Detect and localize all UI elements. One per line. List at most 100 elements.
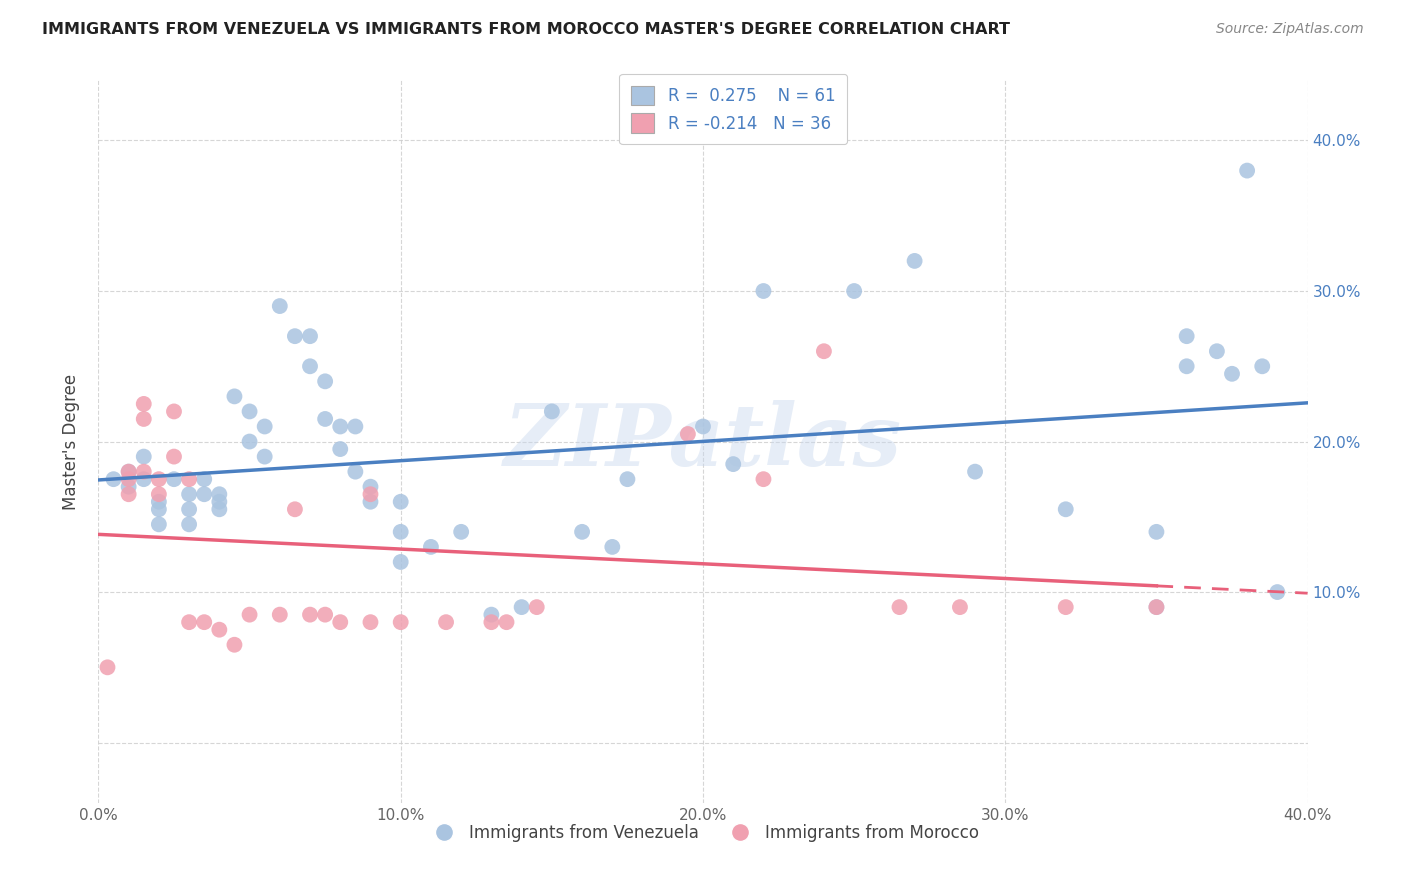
- Point: [224, 389, 246, 403]
- Point: [692, 419, 714, 434]
- Point: [1236, 163, 1258, 178]
- Point: [450, 524, 472, 539]
- Point: [163, 404, 186, 418]
- Point: [118, 487, 141, 501]
- Point: [132, 412, 155, 426]
- Point: [420, 540, 443, 554]
- Point: [1267, 585, 1289, 599]
- Point: [193, 615, 215, 630]
- Point: [495, 615, 517, 630]
- Point: [344, 465, 367, 479]
- Point: [1054, 502, 1077, 516]
- Text: IMMIGRANTS FROM VENEZUELA VS IMMIGRANTS FROM MOROCCO MASTER'S DEGREE CORRELATION: IMMIGRANTS FROM VENEZUELA VS IMMIGRANTS …: [42, 22, 1010, 37]
- Point: [132, 465, 155, 479]
- Point: [208, 494, 231, 508]
- Point: [752, 472, 775, 486]
- Point: [314, 374, 336, 388]
- Point: [844, 284, 866, 298]
- Point: [179, 487, 201, 501]
- Point: [163, 472, 186, 486]
- Point: [1175, 329, 1198, 343]
- Point: [148, 487, 170, 501]
- Point: [118, 480, 141, 494]
- Point: [616, 472, 638, 486]
- Point: [510, 600, 533, 615]
- Point: [239, 607, 262, 622]
- Point: [269, 299, 291, 313]
- Point: [540, 404, 562, 418]
- Text: ZIPatlas: ZIPatlas: [503, 400, 903, 483]
- Point: [1054, 600, 1077, 615]
- Point: [299, 607, 322, 622]
- Point: [965, 465, 987, 479]
- Point: [1144, 600, 1167, 615]
- Point: [676, 427, 699, 442]
- Point: [889, 600, 911, 615]
- Point: [193, 472, 215, 486]
- Point: [344, 419, 367, 434]
- Point: [163, 450, 186, 464]
- Point: [132, 397, 155, 411]
- Point: [389, 494, 412, 508]
- Point: [239, 404, 262, 418]
- Point: [269, 607, 291, 622]
- Point: [208, 487, 231, 501]
- Point: [389, 615, 412, 630]
- Text: Source: ZipAtlas.com: Source: ZipAtlas.com: [1216, 22, 1364, 37]
- Point: [389, 555, 412, 569]
- Point: [329, 419, 352, 434]
- Point: [179, 517, 201, 532]
- Y-axis label: Master's Degree: Master's Degree: [62, 374, 80, 509]
- Point: [314, 412, 336, 426]
- Point: [103, 472, 125, 486]
- Point: [208, 623, 231, 637]
- Point: [1206, 344, 1229, 359]
- Point: [224, 638, 246, 652]
- Point: [481, 607, 503, 622]
- Point: [179, 615, 201, 630]
- Point: [148, 517, 170, 532]
- Point: [118, 465, 141, 479]
- Point: [208, 502, 231, 516]
- Point: [752, 284, 775, 298]
- Point: [526, 600, 548, 615]
- Point: [571, 524, 593, 539]
- Point: [1144, 524, 1167, 539]
- Legend: Immigrants from Venezuela, Immigrants from Morocco: Immigrants from Venezuela, Immigrants fr…: [420, 817, 986, 848]
- Point: [949, 600, 972, 615]
- Point: [299, 359, 322, 374]
- Point: [904, 253, 927, 268]
- Point: [148, 502, 170, 516]
- Point: [148, 494, 170, 508]
- Point: [360, 480, 382, 494]
- Point: [299, 329, 322, 343]
- Point: [1144, 600, 1167, 615]
- Point: [193, 487, 215, 501]
- Point: [179, 472, 201, 486]
- Point: [284, 329, 307, 343]
- Point: [434, 615, 457, 630]
- Point: [360, 494, 382, 508]
- Point: [329, 442, 352, 456]
- Point: [360, 487, 382, 501]
- Point: [179, 502, 201, 516]
- Point: [118, 465, 141, 479]
- Point: [148, 472, 170, 486]
- Point: [723, 457, 745, 471]
- Point: [132, 450, 155, 464]
- Point: [96, 660, 118, 674]
- Point: [1251, 359, 1274, 374]
- Point: [314, 607, 336, 622]
- Point: [329, 615, 352, 630]
- Point: [239, 434, 262, 449]
- Point: [132, 472, 155, 486]
- Point: [284, 502, 307, 516]
- Point: [389, 524, 412, 539]
- Point: [360, 615, 382, 630]
- Point: [602, 540, 624, 554]
- Point: [1220, 367, 1243, 381]
- Point: [813, 344, 835, 359]
- Point: [118, 472, 141, 486]
- Point: [481, 615, 503, 630]
- Point: [1175, 359, 1198, 374]
